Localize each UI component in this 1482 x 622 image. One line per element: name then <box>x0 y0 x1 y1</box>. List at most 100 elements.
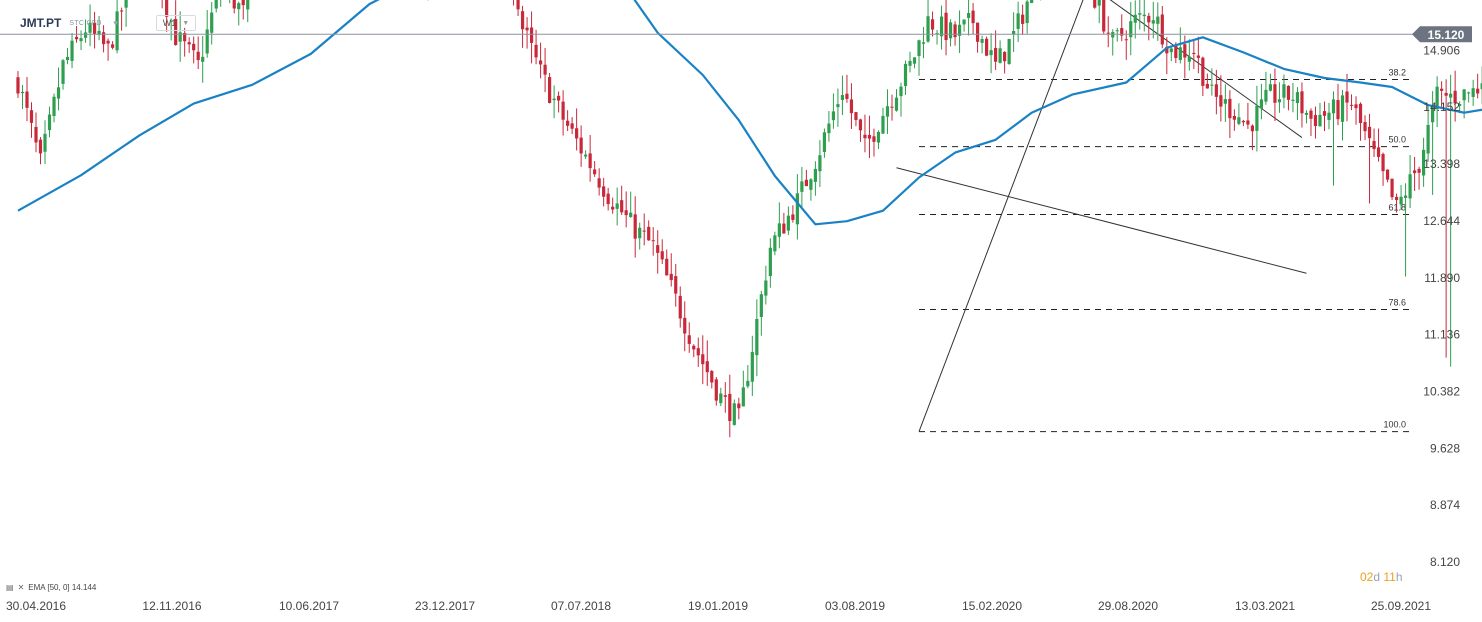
candle-body <box>980 39 984 43</box>
x-tick-label: 30.04.2016 <box>6 599 66 613</box>
candle-body <box>899 86 903 97</box>
candle-body <box>205 29 209 54</box>
candle-body <box>665 258 669 276</box>
candle-body <box>547 77 552 103</box>
candle-body <box>79 38 83 42</box>
candle-body <box>818 155 822 172</box>
candle-body <box>237 3 241 10</box>
candle-body <box>1354 104 1358 109</box>
candle-body <box>1160 14 1164 45</box>
candle-body <box>1426 124 1430 154</box>
candle-body <box>1030 0 1034 3</box>
candle-body <box>570 123 574 129</box>
candle-body <box>836 104 840 108</box>
candle-body <box>1277 99 1282 103</box>
candle-body <box>1174 44 1178 59</box>
candle-body <box>566 120 570 126</box>
candle-body <box>1336 100 1340 120</box>
candle-body <box>660 251 664 260</box>
candle-body <box>1241 120 1245 123</box>
timeframe-selector[interactable]: W1 ▼ <box>155 15 197 31</box>
fib-level-label: 61.8 <box>1388 202 1406 212</box>
candle-body <box>1232 115 1236 120</box>
y-tick-label: 8.120 <box>1430 555 1460 569</box>
x-tick-label: 03.08.2019 <box>825 599 885 613</box>
candle-body <box>791 214 795 220</box>
candle-body <box>1138 13 1142 15</box>
trendline <box>896 167 1307 274</box>
candle-body <box>930 19 935 30</box>
candle-body <box>602 186 606 197</box>
candle-body <box>1237 117 1241 124</box>
candle-body <box>971 10 975 24</box>
candle-body <box>674 276 678 294</box>
candle-body <box>47 114 52 131</box>
candle-body <box>1151 20 1155 24</box>
candle-body <box>876 131 881 143</box>
candle-body <box>178 32 182 42</box>
indicator-legend[interactable]: ▤ ✕ EMA [50, 0] 14.144 <box>6 583 96 592</box>
price-axis[interactable]: 19.43018.67617.92217.16816.41415.66014.9… <box>1423 0 1460 569</box>
candle-body <box>174 19 178 45</box>
candle-body <box>795 193 799 225</box>
candle-body <box>588 153 592 169</box>
y-tick-label: 9.628 <box>1430 441 1460 455</box>
candle-body <box>755 318 759 356</box>
candle-body <box>1390 178 1394 198</box>
candle-body <box>525 27 529 31</box>
candle-body <box>61 60 65 84</box>
candle-body <box>872 136 876 142</box>
candle-body <box>1363 122 1367 132</box>
candle-body <box>1097 0 1101 6</box>
candle-body <box>214 0 218 9</box>
candle-body <box>822 132 827 152</box>
time-axis[interactable]: 30.04.2016 12.11.2016 10.06.2017 23.12.2017… <box>6 599 1431 613</box>
candle-body <box>74 36 79 40</box>
fib-level-label: 100.0 <box>1383 420 1406 430</box>
candle-body <box>975 22 980 42</box>
candle-body <box>633 214 637 239</box>
symbol-dropdown-icon[interactable]: ▼ <box>111 18 120 28</box>
remove-indicator-icon[interactable]: ✕ <box>17 583 25 592</box>
candle-body <box>1156 16 1160 24</box>
candle-body <box>845 93 849 99</box>
candle-body <box>187 42 191 45</box>
candle-body <box>998 48 1002 63</box>
symbol-label[interactable]: JMT.PT <box>20 16 62 30</box>
y-tick-label: 10.382 <box>1423 384 1460 398</box>
candle-body <box>1322 111 1327 116</box>
instrument-type-label: STC CFD <box>69 19 102 27</box>
candle-body <box>520 11 525 30</box>
candle-body <box>1408 174 1412 199</box>
candle-body <box>611 206 615 210</box>
y-tick-label: 8.874 <box>1430 498 1460 512</box>
indicator-settings-icon[interactable]: ▤ <box>6 583 14 592</box>
candle-body <box>1394 196 1399 201</box>
candle-body <box>638 227 642 239</box>
candle-body <box>70 40 74 61</box>
candle-body <box>1120 28 1124 36</box>
candle-body <box>210 12 214 33</box>
countdown-hours: 11 <box>1383 570 1396 584</box>
candle-body <box>732 403 736 425</box>
candle-body <box>1440 88 1444 91</box>
candle-body <box>908 60 912 66</box>
candle-body <box>183 33 187 42</box>
current-price-label: 15.120 <box>1428 28 1465 42</box>
candle-body <box>800 181 804 192</box>
candle-body <box>1268 84 1273 91</box>
candle-body <box>1458 104 1462 106</box>
candle-body <box>966 13 971 18</box>
candle-body <box>1381 153 1385 172</box>
candle-body <box>1367 126 1372 139</box>
candle-body <box>728 393 732 422</box>
fib-level-label: 50.0 <box>1388 135 1406 145</box>
candle-body <box>1282 84 1286 98</box>
current-price-tag <box>1412 26 1472 43</box>
trendlines[interactable] <box>896 0 1307 432</box>
candle-body <box>719 393 723 404</box>
candle-body <box>38 139 43 154</box>
x-tick-label: 29.08.2020 <box>1098 599 1158 613</box>
